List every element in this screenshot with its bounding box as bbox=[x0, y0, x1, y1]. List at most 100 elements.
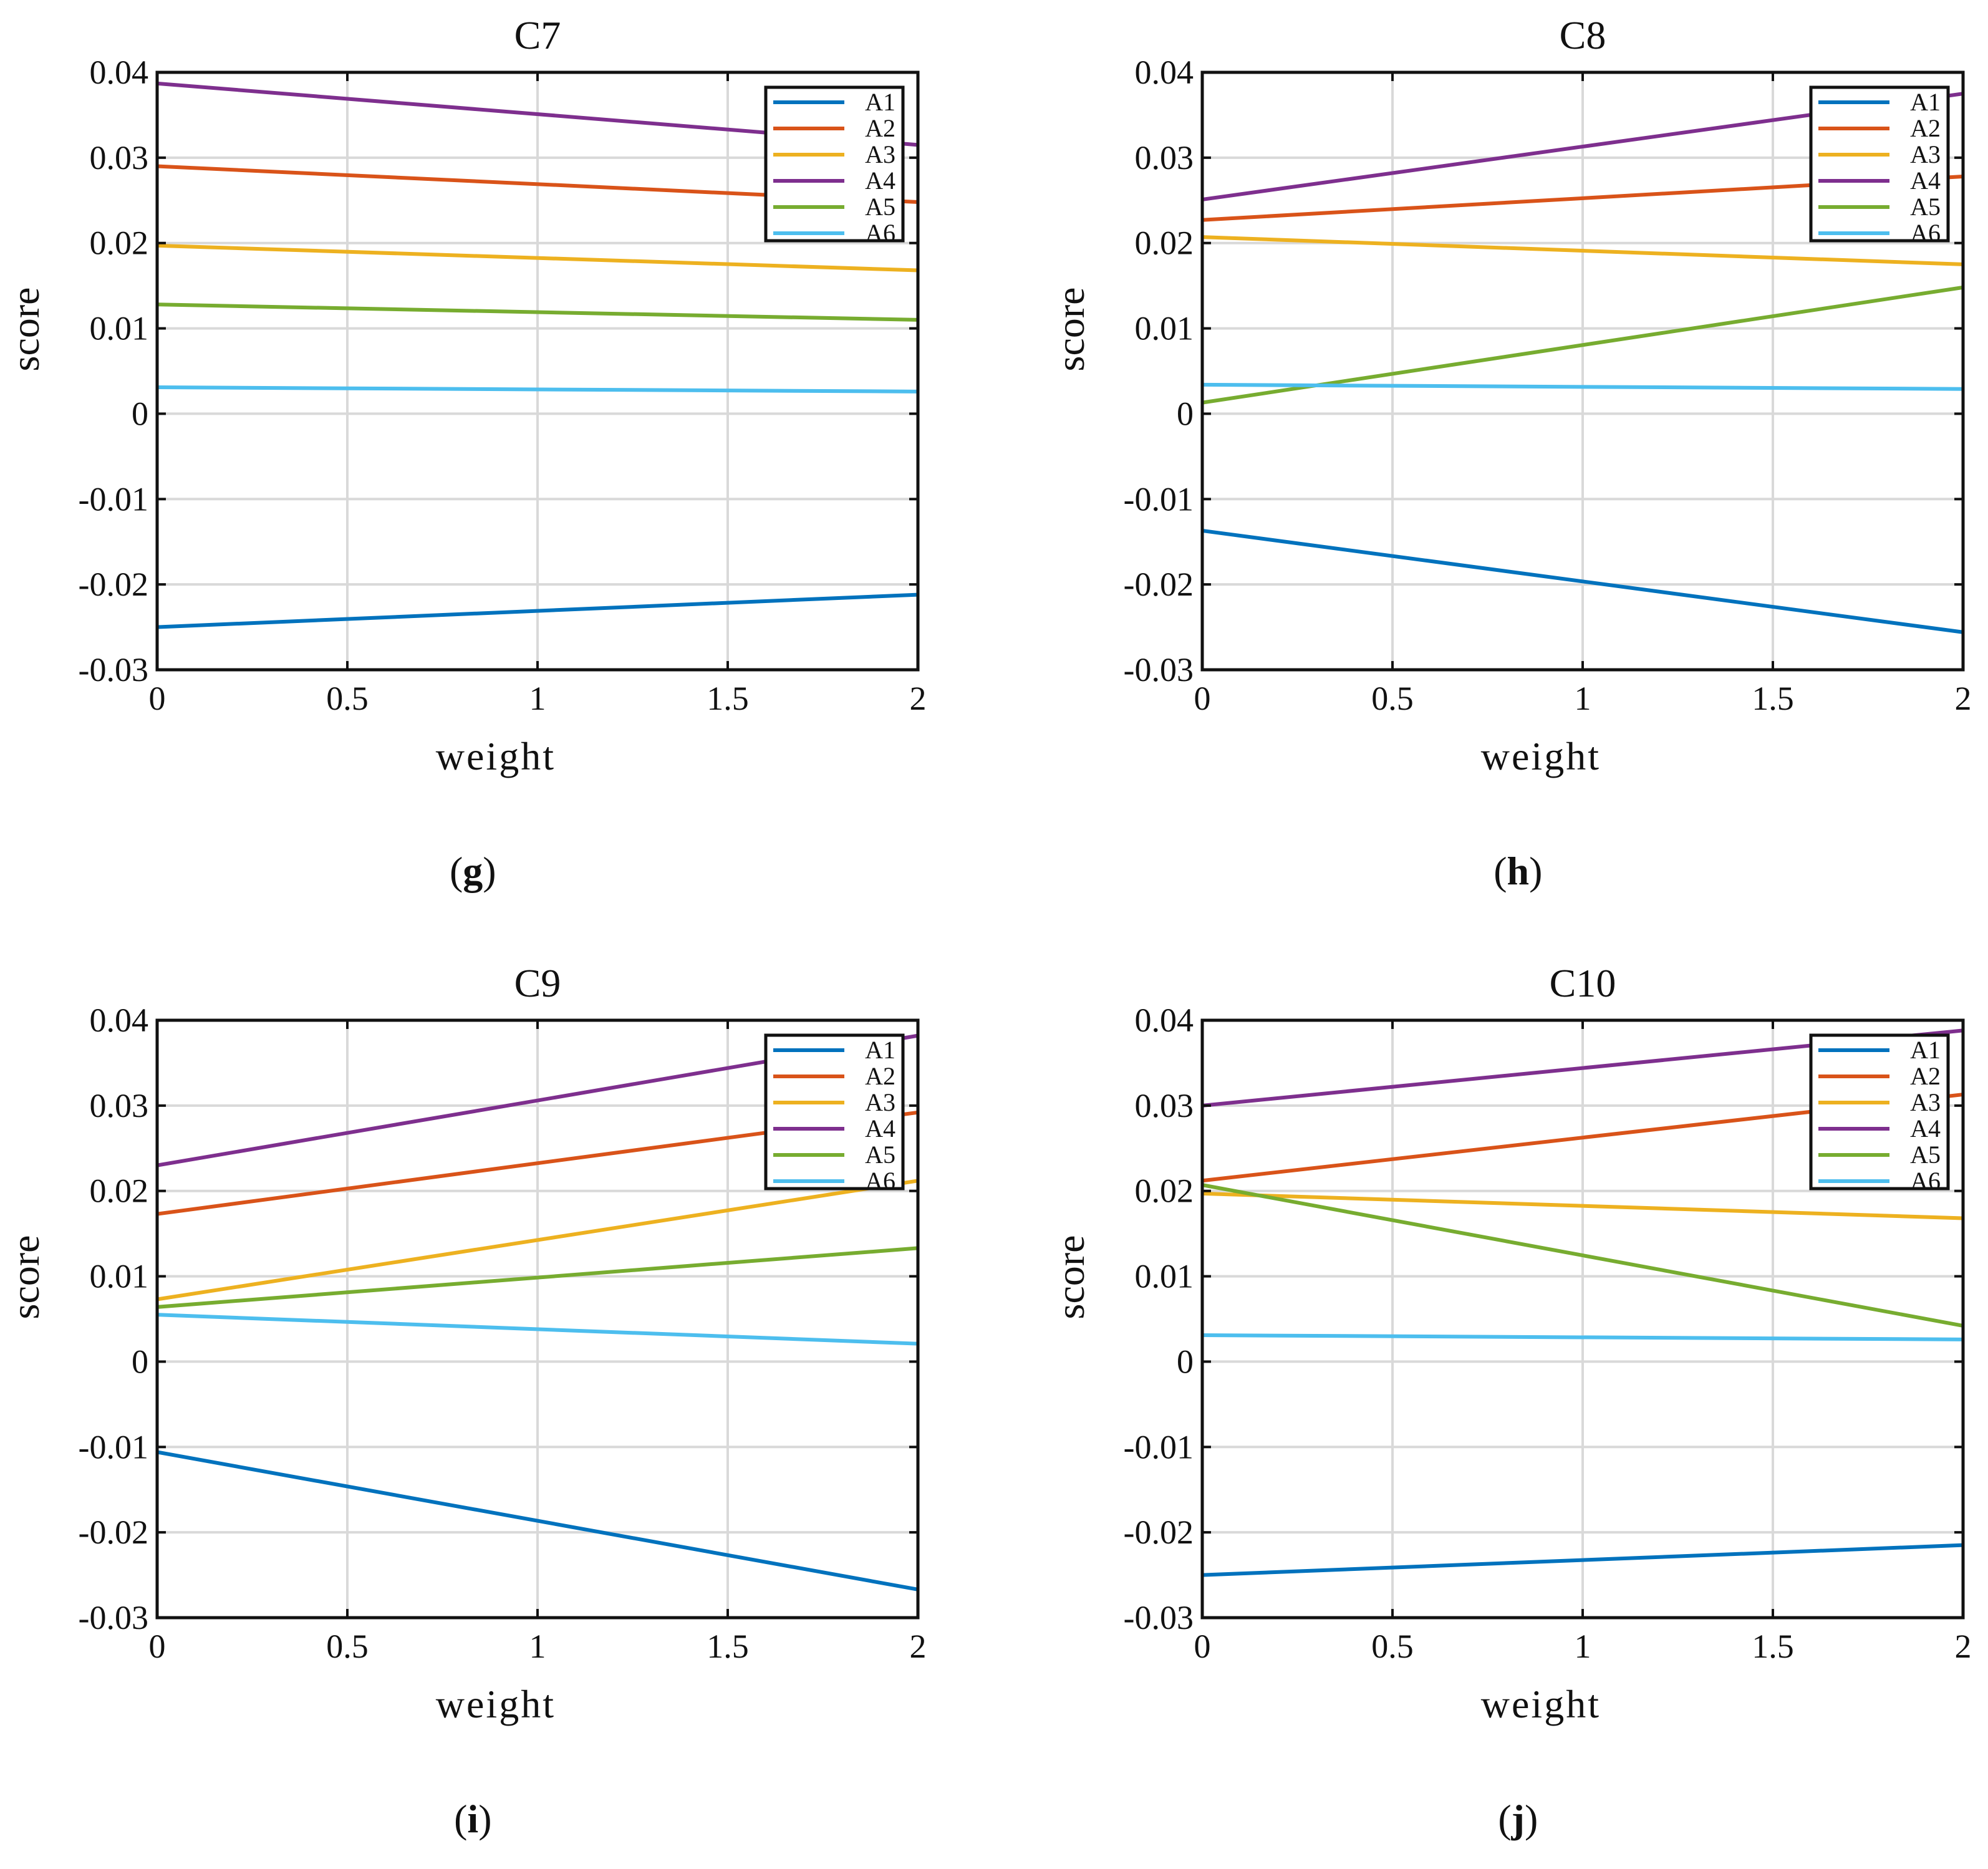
y-tick-label: 0.02 bbox=[90, 225, 149, 262]
x-tick-label: 1 bbox=[1575, 680, 1591, 717]
legend-label-a1: A1 bbox=[865, 88, 895, 116]
x-tick-label: 2 bbox=[910, 1628, 927, 1665]
y-tick-label: -0.01 bbox=[79, 480, 148, 518]
legend-label-a6: A6 bbox=[865, 219, 895, 247]
series-line-a6 bbox=[1202, 382, 1964, 391]
y-axis-label: score bbox=[1048, 287, 1093, 371]
panel-caption: (j) bbox=[1498, 1797, 1538, 1841]
legend-box bbox=[1809, 1033, 1950, 1190]
panel-caption: (g) bbox=[450, 849, 496, 893]
chart-title: C8 bbox=[1560, 13, 1606, 57]
y-tick-label: -0.02 bbox=[79, 1514, 148, 1551]
x-tick-label: 1 bbox=[529, 1628, 546, 1665]
y-tick-label: 0.04 bbox=[90, 54, 149, 91]
legend-label-a3: A3 bbox=[1910, 140, 1941, 168]
chart-panel-c7: 0 0.5 1 1.5 2 -0.03 -0.02 -0.01 0 0.01 0.02 0.03 0.0… bbox=[3, 13, 927, 893]
legend-label-a2: A2 bbox=[1910, 114, 1941, 142]
series-line-a3 bbox=[1202, 235, 1964, 266]
x-axis-label: weight bbox=[1481, 1682, 1601, 1726]
x-tick-label: 0 bbox=[149, 1628, 166, 1665]
x-tick-label: 0.5 bbox=[326, 680, 369, 717]
y-tick-label: 0 bbox=[132, 1343, 148, 1380]
y-tick-label: -0.02 bbox=[1124, 566, 1194, 603]
caption-open-paren: ( bbox=[454, 1797, 467, 1841]
x-tick-label: 0.5 bbox=[326, 1628, 369, 1665]
legend-label-a3: A3 bbox=[865, 1088, 895, 1116]
caption-open-paren: ( bbox=[1498, 1797, 1511, 1841]
x-tick-label: 1 bbox=[1575, 1628, 1591, 1665]
y-tick-label: -0.03 bbox=[79, 651, 148, 688]
series-line-a1 bbox=[1202, 1543, 1964, 1577]
caption-open-paren: ( bbox=[1493, 849, 1507, 893]
y-axis-label: score bbox=[3, 287, 47, 371]
legend-label-a5: A5 bbox=[1910, 193, 1941, 221]
panel-caption: (i) bbox=[454, 1797, 491, 1841]
x-tick-label: 2 bbox=[1955, 1628, 1972, 1665]
legend-label-a1: A1 bbox=[1910, 88, 1941, 116]
y-tick-label: 0.03 bbox=[1135, 139, 1194, 176]
legend-label-a3: A3 bbox=[1910, 1088, 1941, 1116]
x-tick-label: 2 bbox=[1955, 680, 1972, 717]
y-tick-label: -0.03 bbox=[1124, 651, 1194, 688]
y-tick-label: -0.03 bbox=[1124, 1599, 1194, 1636]
y-tick-label: 0 bbox=[1177, 395, 1194, 432]
y-tick-label: 0.04 bbox=[1135, 1002, 1194, 1039]
chart-panel-c9: 0 0.5 1 1.5 2 -0.03 -0.02 -0.01 0 0.01 0.02 0.03 0.0… bbox=[3, 961, 927, 1841]
y-tick-label: 0 bbox=[1177, 1343, 1194, 1380]
x-tick-label: 1.5 bbox=[707, 1628, 749, 1665]
x-axis-label: weight bbox=[436, 1682, 556, 1726]
chart-title: C9 bbox=[514, 961, 561, 1005]
y-tick-label: 0.02 bbox=[1135, 1172, 1194, 1210]
legend-label-a4: A4 bbox=[1910, 1114, 1941, 1142]
legend-label-a5: A5 bbox=[1910, 1141, 1941, 1169]
legend-label-a5: A5 bbox=[865, 1141, 895, 1169]
series-line-a5 bbox=[1202, 285, 1964, 405]
legend-label-a5: A5 bbox=[865, 193, 895, 221]
y-tick-label: 0.01 bbox=[1135, 310, 1194, 347]
y-axis-label: score bbox=[1048, 1235, 1093, 1319]
y-tick-label: 0.02 bbox=[90, 1172, 149, 1210]
legend-label-a3: A3 bbox=[865, 140, 895, 168]
legend-label-a4: A4 bbox=[1910, 167, 1941, 195]
legend-label-a2: A2 bbox=[865, 114, 895, 142]
series-line-a5 bbox=[157, 1246, 919, 1309]
legend-box bbox=[1809, 85, 1950, 243]
series-line-a3 bbox=[157, 1179, 919, 1302]
y-tick-label: -0.01 bbox=[79, 1428, 148, 1466]
legend-label-a2: A2 bbox=[865, 1062, 895, 1090]
legend-box bbox=[764, 85, 905, 243]
y-tick-label: 0.03 bbox=[1135, 1087, 1194, 1124]
x-axis-label: weight bbox=[1481, 734, 1601, 778]
x-axis-label: weight bbox=[436, 734, 556, 778]
y-tick-label: 0.04 bbox=[90, 1002, 149, 1039]
y-tick-label: 0 bbox=[132, 395, 148, 432]
caption-close-paren: ) bbox=[483, 849, 496, 893]
series-line-a3 bbox=[1202, 1191, 1964, 1220]
series-line-a1 bbox=[157, 1450, 919, 1591]
caption-letter: i bbox=[467, 1797, 478, 1841]
series-line-a1 bbox=[1202, 528, 1964, 634]
legend-label-a4: A4 bbox=[865, 1114, 895, 1142]
caption-letter: h bbox=[1507, 849, 1530, 893]
legend-label-a6: A6 bbox=[1910, 1167, 1941, 1195]
x-tick-label: 1.5 bbox=[1752, 1628, 1794, 1665]
caption-close-paren: ) bbox=[478, 1797, 491, 1841]
x-tick-label: 0 bbox=[1194, 680, 1211, 717]
x-tick-label: 0 bbox=[1194, 1628, 1211, 1665]
caption-letter: g bbox=[463, 849, 483, 893]
series-line-a5 bbox=[157, 302, 919, 322]
x-tick-label: 0.5 bbox=[1371, 680, 1414, 717]
caption-letter: j bbox=[1511, 1797, 1525, 1841]
series-line-a5 bbox=[1202, 1183, 1964, 1328]
caption-close-paren: ) bbox=[1525, 1797, 1538, 1841]
x-tick-label: 2 bbox=[910, 680, 927, 717]
legend-box bbox=[764, 1033, 905, 1190]
chart-panel-c10: 0 0.5 1 1.5 2 -0.03 -0.02 -0.01 0 0.01 0.02 0.03 0.0… bbox=[1048, 961, 1972, 1841]
chart-title: C7 bbox=[514, 13, 561, 57]
legend-label-a6: A6 bbox=[1910, 219, 1941, 247]
y-tick-label: 0.02 bbox=[1135, 225, 1194, 262]
y-tick-label: 0.03 bbox=[90, 1087, 149, 1124]
legend-label-a2: A2 bbox=[1910, 1062, 1941, 1090]
